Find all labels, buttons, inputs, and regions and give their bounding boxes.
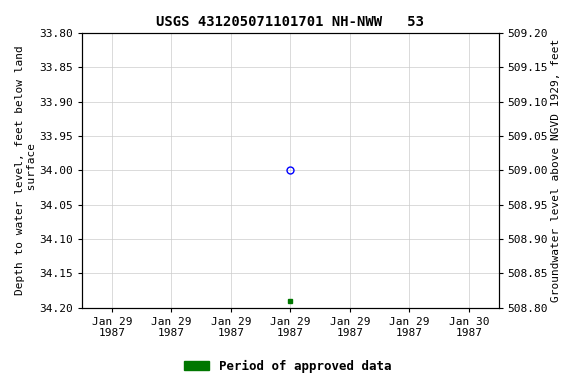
Y-axis label: Depth to water level, feet below land
 surface: Depth to water level, feet below land su…	[15, 45, 37, 295]
Title: USGS 431205071101701 NH-NWW   53: USGS 431205071101701 NH-NWW 53	[157, 15, 425, 29]
Y-axis label: Groundwater level above NGVD 1929, feet: Groundwater level above NGVD 1929, feet	[551, 39, 561, 302]
Legend: Period of approved data: Period of approved data	[179, 355, 397, 378]
